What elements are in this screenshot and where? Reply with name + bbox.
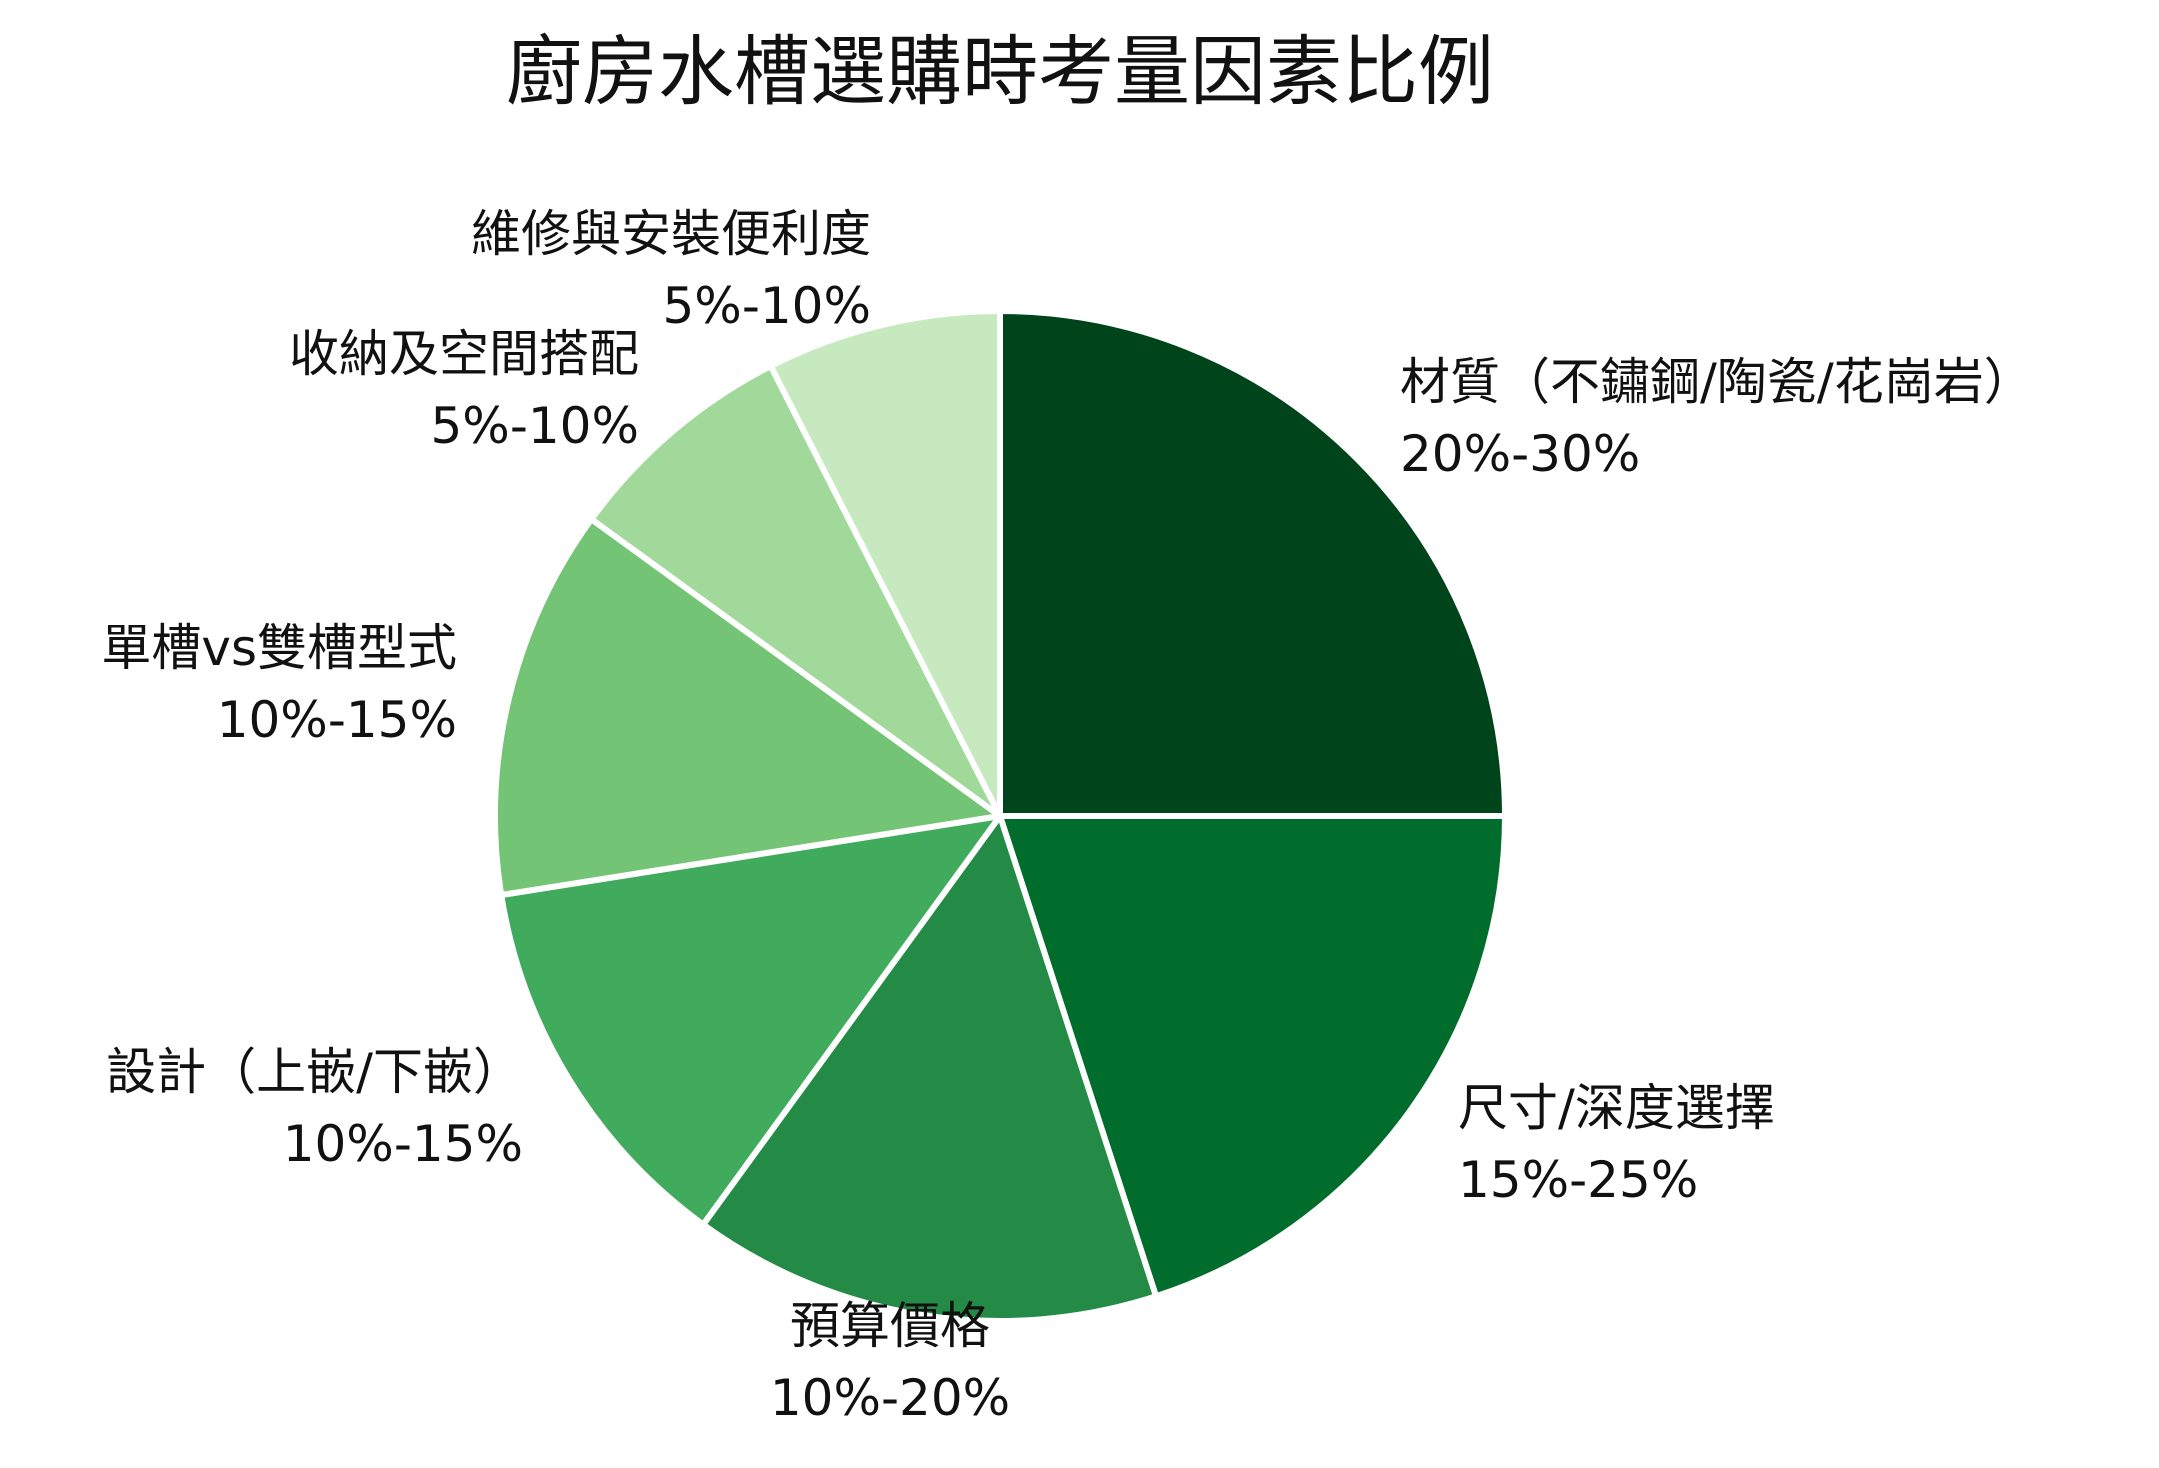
label-budget: 預算價格 10%-20% <box>640 1290 1140 1434</box>
pie-slice-material <box>997 308 1508 819</box>
pie-slice-design <box>498 813 1003 1228</box>
slice-label-range: 10%-20% <box>769 1369 1011 1427</box>
pie-slice-maintenance <box>767 308 1003 819</box>
pie-slice-bowl-type <box>492 516 1003 898</box>
label-design: 設計（上嵌/下嵌） 10%-15% <box>106 1036 523 1180</box>
slice-label-name: 設計（上嵌/下嵌） <box>106 1043 523 1101</box>
label-material: 材質（不鏽鋼/陶瓷/花崗岩） 20%-30% <box>1400 346 2034 490</box>
label-size-depth: 尺寸/深度選擇 15%-25% <box>1458 1072 1775 1216</box>
slice-label-name: 收納及空間搭配 <box>289 325 639 383</box>
chart-title: 廚房水槽選購時考量因素比例 <box>506 27 1494 116</box>
slice-label-name: 單槽vs雙槽型式 <box>101 619 457 677</box>
slice-label-name: 尺寸/深度選擇 <box>1458 1079 1775 1137</box>
pie-slice-size-depth <box>997 813 1508 1300</box>
pie-slices <box>492 308 1508 1324</box>
label-storage: 收納及空間搭配 5%-10% <box>289 318 639 462</box>
slice-label-range: 20%-30% <box>1400 425 1641 483</box>
slice-label-range: 5%-10% <box>430 397 640 455</box>
label-maintenance: 維修與安裝便利度 5%-10% <box>471 198 871 342</box>
label-bowl-type: 單槽vs雙槽型式 10%-15% <box>101 612 457 756</box>
slice-label-range: 10%-15% <box>282 1115 523 1173</box>
slice-label-range: 10%-15% <box>216 691 457 749</box>
slice-label-range: 5%-10% <box>662 277 872 335</box>
slice-label-range: 15%-25% <box>1458 1151 1699 1209</box>
slice-label-name: 預算價格 <box>790 1297 990 1355</box>
slice-label-name: 維修與安裝便利度 <box>471 205 871 263</box>
pie-slice-budget <box>700 813 1160 1324</box>
pie-slice-storage <box>588 363 1003 819</box>
slice-label-name: 材質（不鏽鋼/陶瓷/花崗岩） <box>1400 353 2034 411</box>
